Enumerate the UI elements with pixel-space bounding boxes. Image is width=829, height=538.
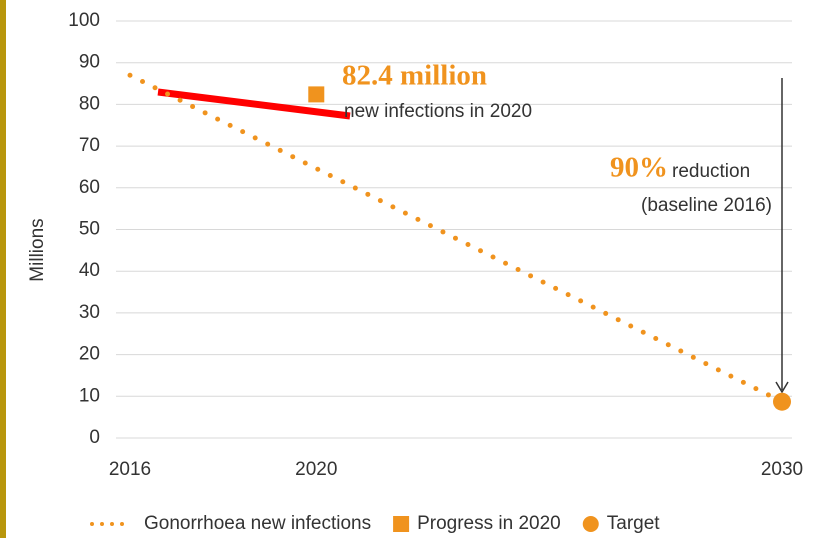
left-border: [0, 0, 6, 538]
y-tick-label: 100: [68, 10, 100, 31]
legend-label: Gonorrhoea new infections: [144, 513, 371, 534]
x-tick-label: 2016: [109, 459, 151, 480]
annotation-text: reduction: [672, 161, 750, 182]
y-tick-label: 90: [79, 52, 100, 73]
arrow-head: [775, 381, 789, 394]
annotation-highlight: 90%: [610, 152, 668, 184]
legend-label: Target: [607, 513, 661, 534]
legend-swatch: [582, 516, 599, 532]
annotation-text: new infections in 2020: [344, 101, 532, 122]
legend-swatch: [393, 516, 410, 532]
annotation-highlight: 82.4 million: [342, 60, 487, 92]
y-tick-label: 50: [79, 219, 100, 240]
y-axis-label: Millions: [27, 218, 48, 281]
y-tick-label: 20: [79, 344, 100, 365]
red-markup: [157, 88, 351, 120]
y-tick-label: 40: [79, 260, 100, 281]
progress-marker: [308, 86, 325, 103]
x-tick-label: 2020: [295, 459, 337, 480]
x-tick-label: 2030: [761, 459, 803, 480]
y-tick-label: 10: [79, 385, 100, 406]
y-tick-label: 30: [79, 302, 100, 323]
target-marker: [773, 392, 791, 411]
y-tick-label: 80: [79, 93, 100, 114]
y-tick-label: 0: [89, 427, 100, 448]
y-tick-label: 60: [79, 177, 100, 198]
y-tick-label: 70: [79, 135, 100, 156]
series-line: [127, 72, 785, 405]
legend-label: Progress in 2020: [417, 513, 561, 534]
annotation-subtext: (baseline 2016): [641, 195, 772, 216]
